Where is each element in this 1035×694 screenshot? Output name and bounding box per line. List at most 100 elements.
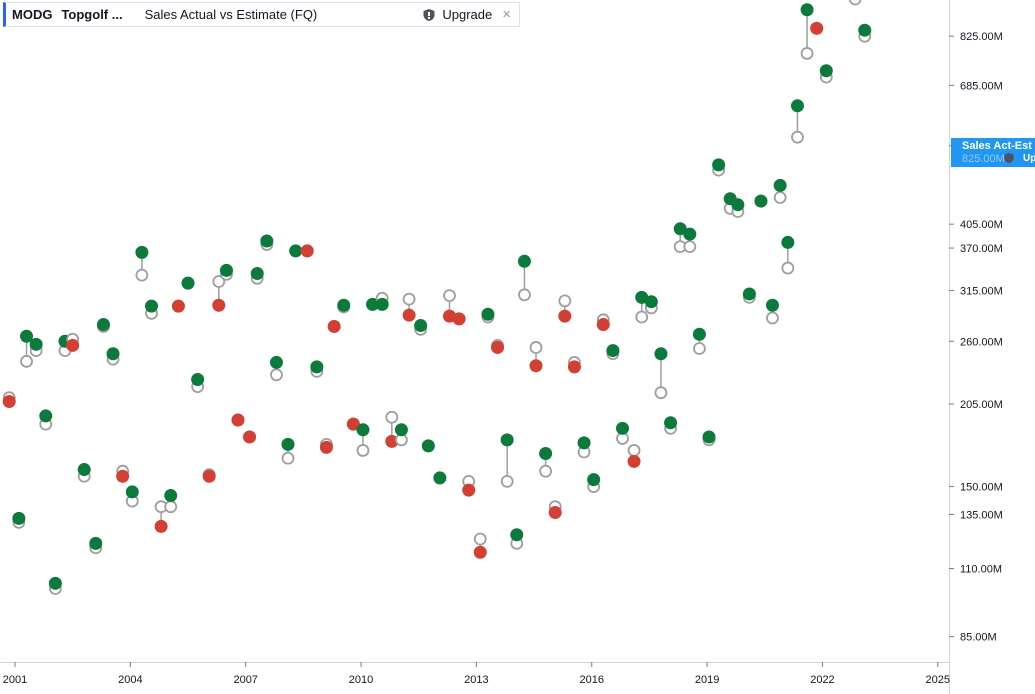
actual-point bbox=[366, 297, 380, 311]
x-tick-label: 2019 bbox=[695, 674, 719, 686]
actual-point bbox=[712, 158, 726, 172]
plot-area[interactable] bbox=[0, 0, 949, 694]
actual-point bbox=[510, 528, 524, 542]
actual-point bbox=[327, 319, 341, 333]
estimate-point bbox=[539, 464, 553, 478]
x-tick-label: 2004 bbox=[118, 674, 142, 686]
estimate-point bbox=[500, 474, 514, 488]
y-tick-label: 150.00M bbox=[960, 482, 1003, 494]
actual-point bbox=[191, 372, 205, 386]
badge-upgrade[interactable]: Up bbox=[1023, 153, 1035, 164]
estimate-point bbox=[654, 386, 668, 400]
symbol-label[interactable]: MODG bbox=[12, 7, 53, 22]
x-axis-ticks: 2001 2004 2007 2010 2013 2016 2019 2022 2025 bbox=[3, 662, 950, 686]
actual-point bbox=[181, 276, 195, 290]
y-tick-label: 135.00M bbox=[960, 509, 1003, 521]
estimate-point bbox=[443, 289, 456, 303]
actual-point bbox=[731, 198, 745, 212]
y-tick-label: 315.00M bbox=[960, 286, 1003, 298]
price-badge[interactable]: Sales Act-Est 825.00M Up bbox=[951, 138, 1035, 167]
actual-point bbox=[231, 413, 245, 427]
actual-point bbox=[202, 469, 216, 483]
estimate-point bbox=[635, 310, 649, 324]
estimate-point bbox=[402, 292, 416, 306]
actual-point bbox=[2, 394, 16, 408]
actual-point bbox=[683, 227, 697, 241]
actual-point bbox=[89, 536, 103, 550]
actual-point bbox=[154, 519, 168, 533]
badge-shield-icon bbox=[1004, 152, 1014, 164]
actual-point bbox=[48, 576, 62, 590]
actual-point bbox=[20, 329, 34, 343]
actual-point bbox=[300, 244, 314, 258]
actual-point bbox=[596, 318, 610, 332]
actual-point bbox=[260, 234, 274, 248]
close-icon[interactable]: × bbox=[502, 6, 511, 23]
x-tick-label: 2001 bbox=[3, 674, 27, 686]
actual-point bbox=[664, 416, 678, 430]
actual-point bbox=[310, 360, 324, 374]
estimate-point bbox=[473, 532, 487, 546]
actual-point bbox=[773, 178, 787, 192]
actual-point bbox=[517, 254, 531, 268]
actual-point bbox=[243, 430, 257, 444]
company-name: Topgolf ... bbox=[61, 7, 123, 22]
estimate-point bbox=[356, 444, 370, 457]
actual-point bbox=[96, 318, 110, 332]
estimate-point bbox=[270, 368, 283, 382]
actual-point bbox=[135, 245, 149, 259]
estimate-point bbox=[135, 268, 149, 282]
actual-point bbox=[452, 312, 466, 326]
actual-point bbox=[421, 439, 435, 453]
actual-point bbox=[654, 347, 668, 361]
indicator-name[interactable]: Sales Actual vs Estimate (FQ) bbox=[144, 7, 318, 22]
y-tick-label: 965.00M bbox=[960, 0, 1003, 2]
actual-point bbox=[616, 421, 630, 435]
actual-point bbox=[171, 299, 185, 313]
upgrade-link[interactable]: Upgrade bbox=[442, 7, 493, 22]
legend-bar: MODG Topgolf ... Sales Actual vs Estimat… bbox=[3, 2, 520, 27]
actual-point bbox=[39, 409, 53, 423]
actual-point bbox=[491, 340, 505, 354]
actual-point bbox=[473, 545, 487, 559]
actual-point bbox=[702, 430, 716, 444]
actual-point bbox=[125, 485, 139, 499]
shield-icon bbox=[423, 8, 435, 21]
y-tick-label: 260.00M bbox=[960, 336, 1003, 348]
actual-point bbox=[337, 298, 351, 312]
estimate-point bbox=[791, 130, 804, 144]
actual-point bbox=[106, 347, 120, 361]
data-marks bbox=[2, 0, 872, 595]
x-tick-label: 2010 bbox=[349, 674, 373, 686]
actual-point bbox=[12, 511, 26, 525]
actual-point bbox=[819, 64, 833, 78]
actual-point bbox=[66, 338, 80, 352]
estimate-point bbox=[848, 0, 862, 6]
actual-point bbox=[577, 436, 591, 450]
actual-point bbox=[77, 463, 91, 477]
estimate-point bbox=[781, 261, 795, 275]
estimate-point bbox=[773, 191, 787, 204]
y-tick-label: 85.00M bbox=[960, 632, 997, 644]
actual-point bbox=[644, 295, 658, 309]
actual-point bbox=[765, 298, 779, 312]
estimate-point bbox=[385, 410, 399, 424]
actual-point bbox=[116, 469, 130, 483]
actual-point bbox=[481, 307, 495, 321]
badge-label: Sales Act-Est bbox=[962, 140, 1032, 152]
actual-point bbox=[587, 473, 601, 487]
x-tick-label: 2007 bbox=[233, 674, 257, 686]
y-tick-label: 685.00M bbox=[960, 80, 1003, 92]
actual-point bbox=[219, 263, 233, 277]
actual-point bbox=[692, 327, 706, 341]
actual-point bbox=[346, 417, 360, 431]
y-tick-label: 205.00M bbox=[960, 399, 1003, 411]
actual-point bbox=[250, 267, 264, 281]
actual-point bbox=[394, 423, 408, 437]
estimate-point bbox=[164, 500, 178, 514]
estimate-point bbox=[20, 354, 33, 368]
actual-point bbox=[627, 454, 641, 468]
actual-point bbox=[319, 440, 333, 454]
x-tick-label: 2025 bbox=[926, 674, 950, 686]
